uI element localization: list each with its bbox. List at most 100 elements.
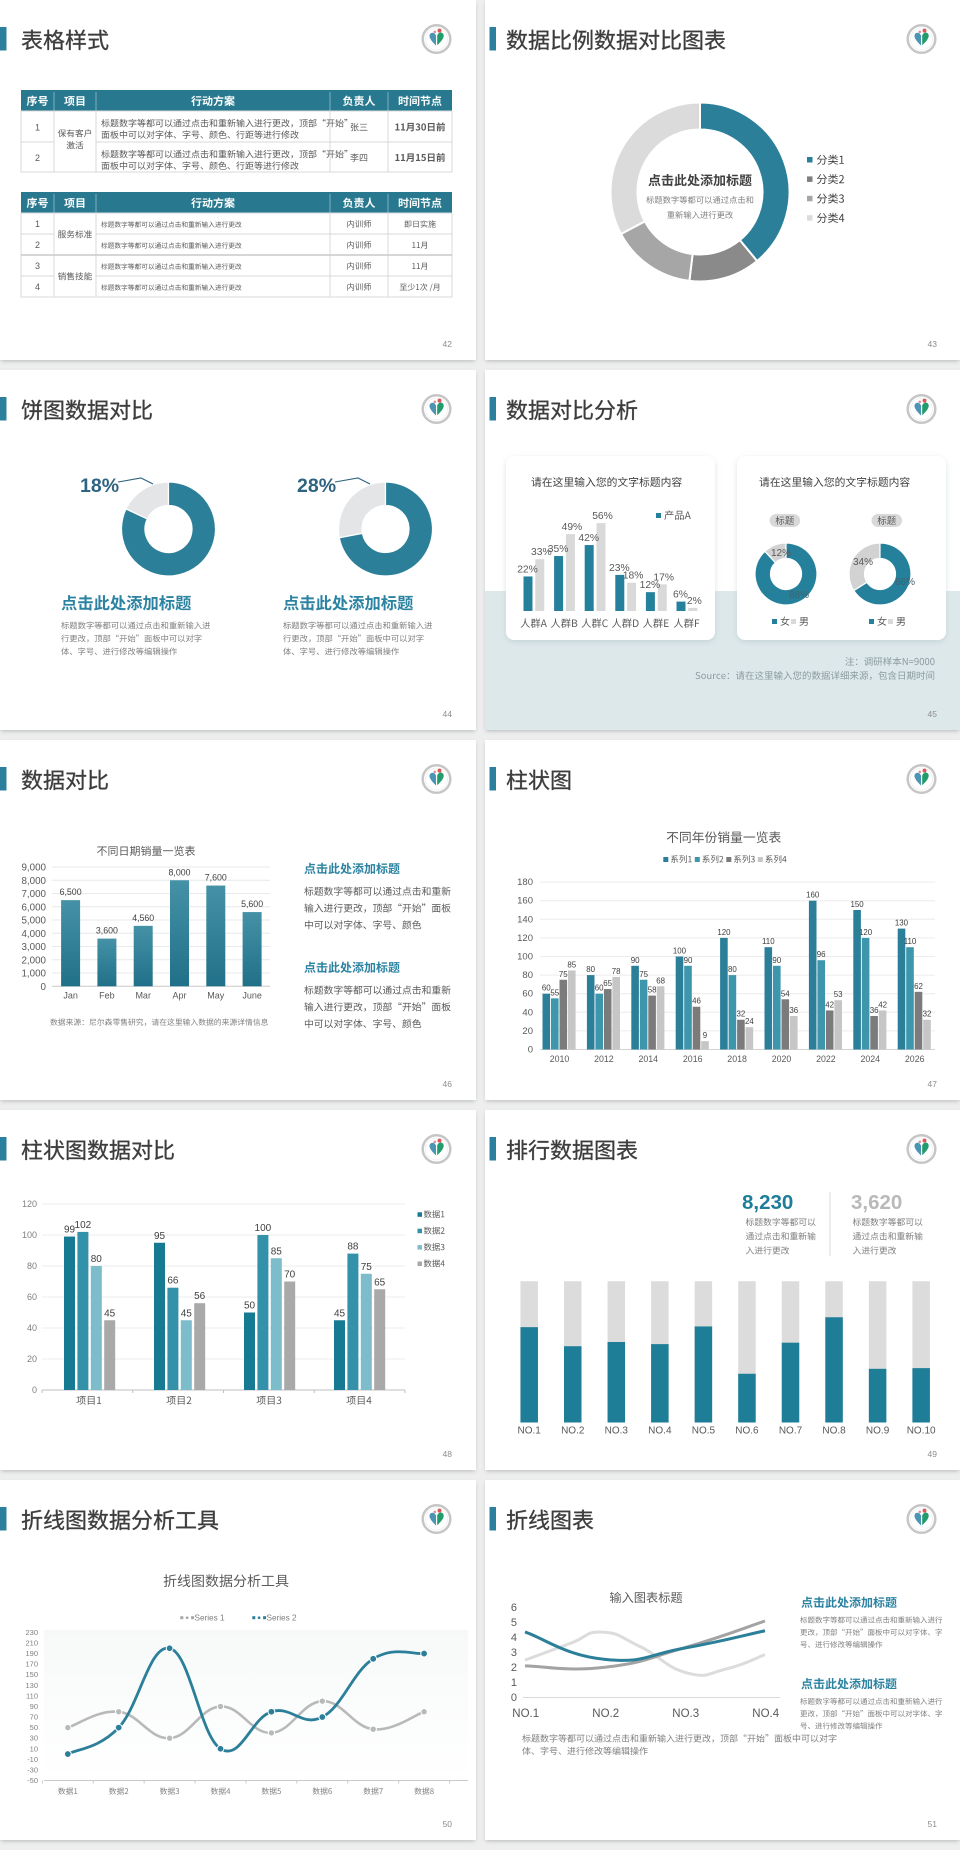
svg-text:42: 42 — [825, 1000, 834, 1009]
svg-text:35%: 35% — [548, 544, 569, 555]
svg-text:33%: 33% — [531, 547, 552, 558]
svg-text:Mar: Mar — [135, 991, 151, 1001]
svg-text:66%: 66% — [895, 577, 915, 588]
svg-text:54: 54 — [781, 989, 790, 998]
svg-text:49%: 49% — [562, 522, 583, 533]
svg-text:2: 2 — [35, 240, 40, 250]
svg-text:75: 75 — [639, 970, 648, 979]
svg-text:99: 99 — [64, 1225, 76, 1236]
svg-text:56%: 56% — [592, 511, 613, 522]
svg-text:1: 1 — [35, 123, 40, 133]
svg-text:8,000: 8,000 — [168, 867, 190, 877]
svg-text:7,000: 7,000 — [21, 889, 46, 900]
svg-text:60: 60 — [595, 984, 604, 993]
svg-text:6%: 6% — [673, 590, 688, 601]
svg-text:10: 10 — [30, 1744, 38, 1753]
svg-text:NO.8: NO.8 — [822, 1426, 846, 1437]
svg-text:30: 30 — [30, 1734, 38, 1743]
svg-text:42: 42 — [878, 1000, 887, 1009]
svg-text:22%: 22% — [517, 564, 538, 575]
svg-text:80: 80 — [27, 1261, 37, 1271]
svg-text:50: 50 — [244, 1301, 256, 1312]
svg-text:NO.7: NO.7 — [779, 1426, 803, 1437]
svg-text:0: 0 — [511, 1692, 517, 1704]
svg-text:20: 20 — [522, 1026, 533, 1037]
svg-text:2018: 2018 — [727, 1054, 747, 1064]
svg-text:44: 44 — [443, 709, 453, 719]
svg-text:12%: 12% — [771, 548, 791, 559]
svg-text:28%: 28% — [297, 475, 336, 497]
svg-text:3: 3 — [35, 261, 40, 271]
svg-text:45: 45 — [181, 1308, 193, 1319]
svg-text:53: 53 — [834, 990, 843, 999]
svg-text:NO.4: NO.4 — [752, 1708, 779, 1720]
svg-text:66: 66 — [167, 1276, 179, 1287]
svg-text:50: 50 — [443, 1819, 453, 1829]
svg-text:5,000: 5,000 — [21, 916, 46, 927]
svg-text:Apr: Apr — [172, 991, 186, 1001]
svg-text:58: 58 — [648, 986, 657, 995]
svg-text:18%: 18% — [623, 571, 644, 582]
svg-text:80: 80 — [728, 965, 737, 974]
svg-text:36: 36 — [870, 1006, 879, 1015]
svg-text:42%: 42% — [578, 533, 599, 544]
svg-text:7,600: 7,600 — [205, 873, 227, 883]
svg-text:2014: 2014 — [639, 1054, 659, 1064]
svg-text:2010: 2010 — [550, 1054, 570, 1064]
svg-text:9: 9 — [703, 1031, 708, 1040]
svg-text:210: 210 — [25, 1638, 38, 1647]
svg-text:8,000: 8,000 — [21, 876, 46, 887]
svg-text:5: 5 — [511, 1617, 517, 1629]
svg-text:60: 60 — [27, 1292, 37, 1302]
svg-text:2: 2 — [511, 1662, 517, 1674]
svg-text:23%: 23% — [609, 563, 630, 574]
svg-text:Jan: Jan — [63, 991, 78, 1001]
svg-text:70: 70 — [30, 1713, 38, 1722]
svg-text:51: 51 — [928, 1819, 938, 1829]
svg-text:90: 90 — [631, 956, 640, 965]
svg-text:17%: 17% — [653, 572, 674, 583]
svg-text:45: 45 — [334, 1308, 346, 1319]
svg-text:190: 190 — [25, 1649, 38, 1658]
svg-text:100: 100 — [22, 1230, 37, 1240]
svg-text:65: 65 — [603, 979, 612, 988]
svg-text:2: 2 — [35, 153, 40, 163]
svg-text:40: 40 — [522, 1007, 533, 1018]
svg-text:8,230: 8,230 — [742, 1191, 793, 1214]
svg-text:NO.2: NO.2 — [592, 1708, 619, 1720]
svg-text:160: 160 — [806, 891, 820, 900]
svg-text:1,000: 1,000 — [21, 969, 46, 980]
svg-text:May: May — [207, 991, 225, 1001]
svg-text:43: 43 — [928, 339, 938, 349]
svg-text:95: 95 — [154, 1231, 166, 1242]
svg-text:1: 1 — [35, 219, 40, 229]
svg-text:46: 46 — [692, 997, 701, 1006]
svg-text:100: 100 — [673, 947, 687, 956]
svg-text:170: 170 — [25, 1660, 38, 1669]
svg-text:4,000: 4,000 — [21, 929, 46, 940]
svg-text:130: 130 — [895, 919, 909, 928]
svg-text:18%: 18% — [80, 475, 119, 497]
svg-text:75: 75 — [559, 970, 568, 979]
svg-text:120: 120 — [859, 928, 873, 937]
svg-text:46: 46 — [443, 1079, 453, 1089]
svg-text:36: 36 — [789, 1006, 798, 1015]
svg-text:90: 90 — [30, 1702, 38, 1711]
svg-text:NO.3: NO.3 — [672, 1708, 699, 1720]
svg-text:102: 102 — [75, 1220, 92, 1231]
svg-text:NO.2: NO.2 — [561, 1426, 585, 1437]
svg-text:12%: 12% — [640, 580, 661, 591]
svg-text:6: 6 — [511, 1602, 517, 1614]
svg-text:2020: 2020 — [772, 1054, 792, 1064]
svg-text:NO.1: NO.1 — [512, 1708, 539, 1720]
svg-text:-50: -50 — [27, 1776, 38, 1785]
svg-text:68: 68 — [656, 976, 665, 985]
svg-text:110: 110 — [904, 937, 917, 946]
svg-text:0: 0 — [41, 982, 47, 993]
svg-text:2022: 2022 — [816, 1054, 836, 1064]
svg-text:120: 120 — [22, 1199, 37, 1209]
svg-text:150: 150 — [25, 1670, 38, 1679]
svg-text:47: 47 — [928, 1079, 938, 1089]
svg-text:-30: -30 — [27, 1765, 38, 1774]
svg-text:32: 32 — [923, 1010, 932, 1019]
